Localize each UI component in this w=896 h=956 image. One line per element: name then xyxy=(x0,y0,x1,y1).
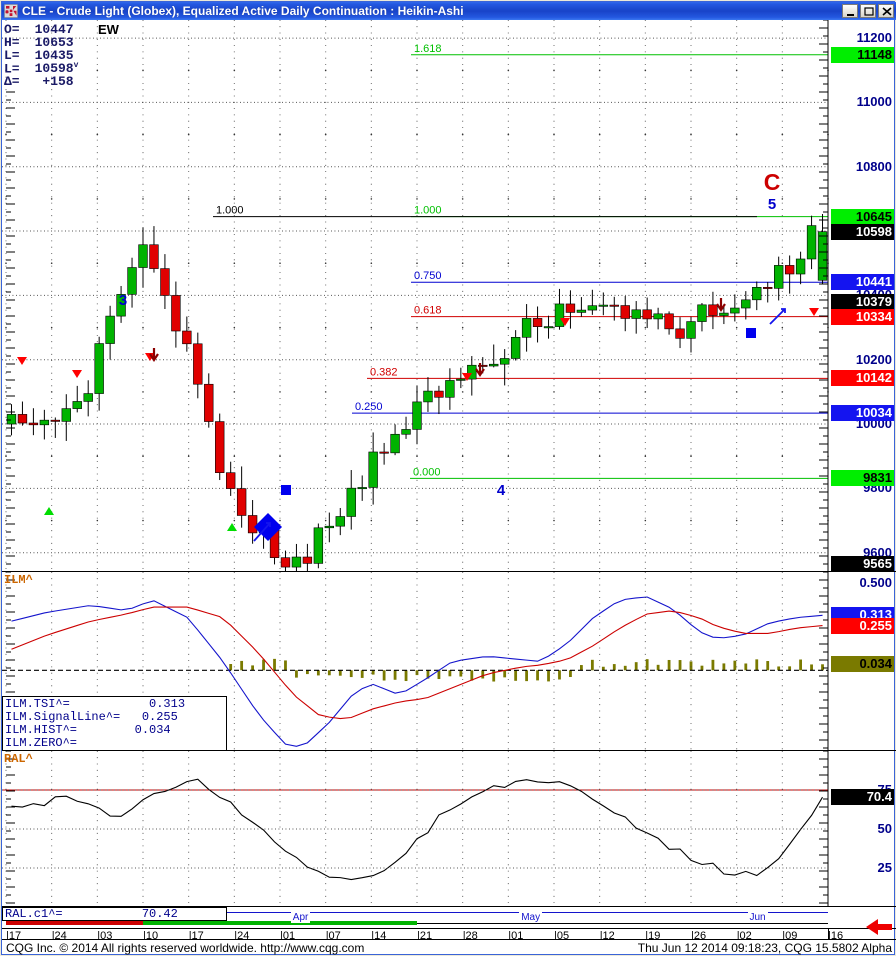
svg-text:4: 4 xyxy=(497,482,506,499)
svg-text:1.618: 1.618 xyxy=(414,43,442,55)
svg-text:0.250: 0.250 xyxy=(355,401,383,413)
svg-text:0.750: 0.750 xyxy=(414,270,442,282)
svg-text:3: 3 xyxy=(119,292,127,309)
svg-text:0.000: 0.000 xyxy=(413,466,441,478)
svg-text:0.618: 0.618 xyxy=(414,305,442,317)
svg-text:0.382: 0.382 xyxy=(370,366,398,378)
svg-text:5: 5 xyxy=(768,196,776,213)
svg-text:C: C xyxy=(764,169,781,195)
svg-text:1.000: 1.000 xyxy=(414,205,442,217)
svg-text:1.000: 1.000 xyxy=(216,205,244,217)
